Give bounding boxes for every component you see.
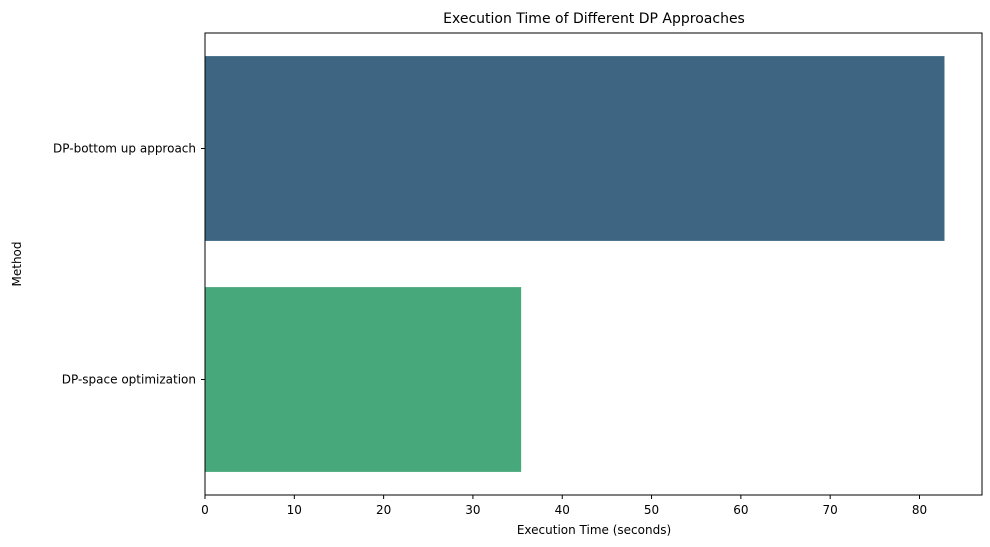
- y-axis-ticks: DP-bottom up approach DP-space optimizati…: [53, 142, 205, 387]
- x-tick-label: 20: [376, 503, 391, 517]
- x-tick-label: 60: [733, 503, 748, 517]
- x-tick-label: 30: [465, 503, 480, 517]
- y-tick-label: DP-space optimization: [62, 373, 196, 387]
- x-tick-label: 40: [555, 503, 570, 517]
- x-tick-label: 0: [201, 503, 209, 517]
- x-tick-label: 70: [823, 503, 838, 517]
- plot-frame: [204, 32, 983, 496]
- x-tick-label: 80: [912, 503, 927, 517]
- bars-group: [205, 56, 945, 472]
- x-axis-ticks: 0 10 20 30 40 50 60 70 80: [201, 495, 927, 517]
- bar-2: [205, 287, 522, 472]
- y-tick-label: DP-bottom up approach: [53, 142, 196, 156]
- x-axis-label: Execution Time (seconds): [517, 523, 671, 537]
- x-tick-label: 10: [287, 503, 302, 517]
- x-tick-label: 50: [644, 503, 659, 517]
- bar-1: [205, 56, 945, 241]
- chart-title: Execution Time of Different DP Approache…: [443, 11, 745, 27]
- y-axis-label: Method: [10, 241, 24, 286]
